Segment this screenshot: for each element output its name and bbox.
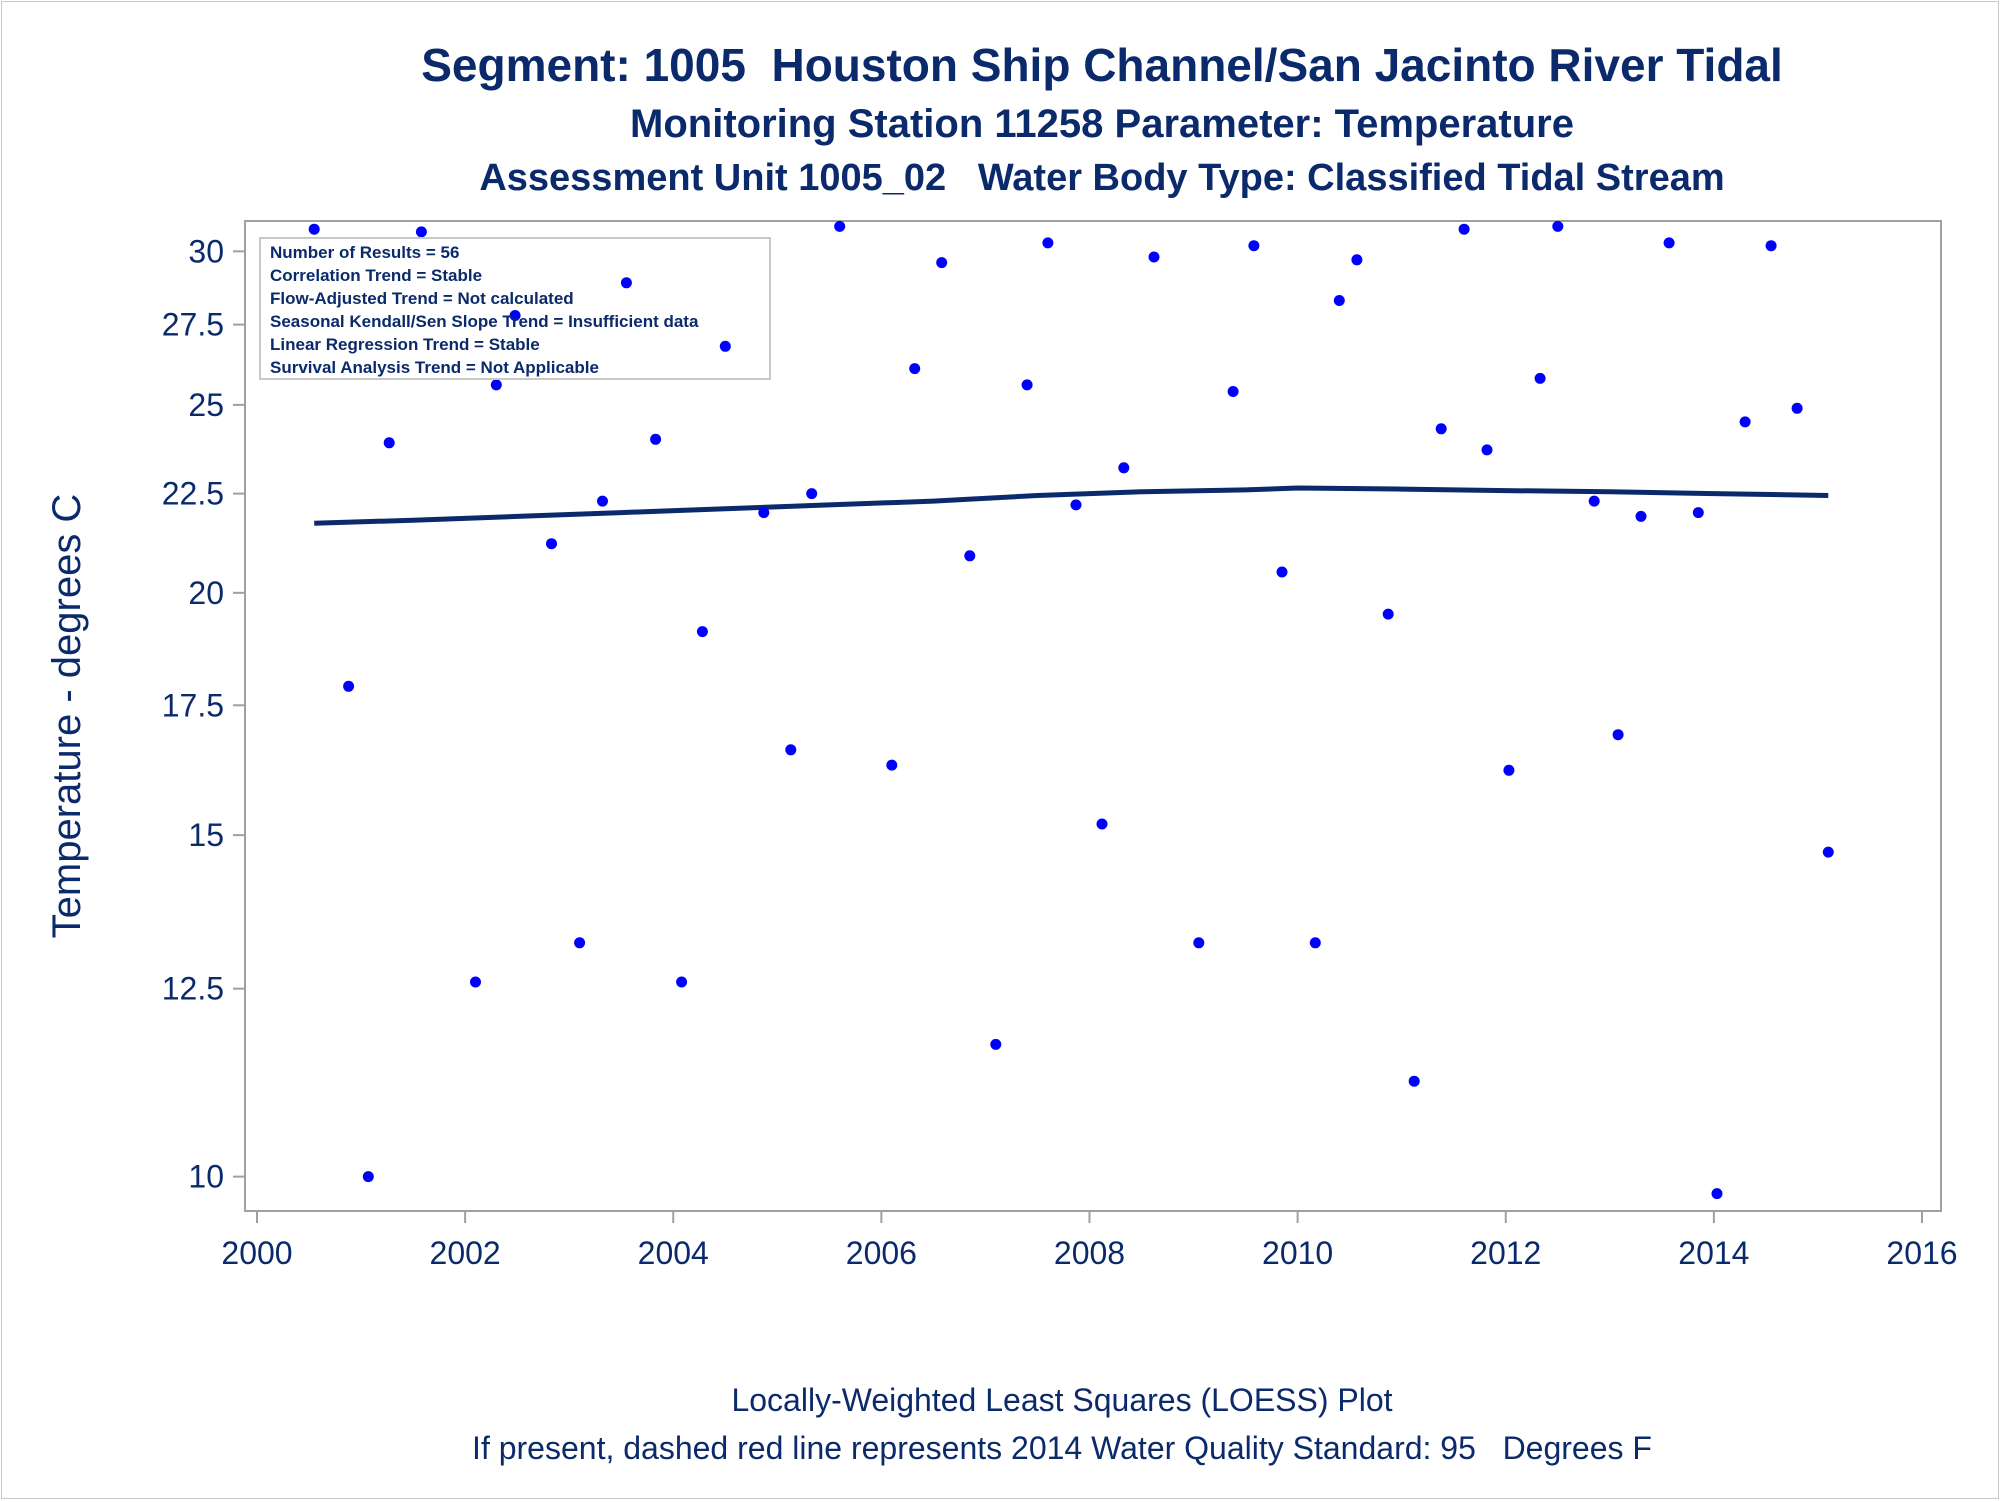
stats-line: Survival Analysis Trend = Not Applicable	[270, 358, 599, 377]
y-tick-label: 15	[188, 817, 224, 853]
stats-line: Correlation Trend = Stable	[270, 266, 482, 285]
data-point	[490, 379, 502, 391]
data-point	[343, 680, 355, 692]
data-point	[1408, 1075, 1420, 1087]
footnote-standard: If present, dashed red line represents 2…	[472, 1430, 1652, 1466]
data-point	[696, 626, 708, 638]
stats-line: Flow-Adjusted Trend = Not calculated	[270, 289, 574, 308]
data-point	[806, 488, 818, 500]
data-point	[1148, 251, 1160, 263]
data-point	[1765, 240, 1777, 252]
plot-area	[244, 220, 1942, 1212]
x-axis: 2000 2002 2004 2006 2008 2010 2012 2014 2016	[221, 1211, 1958, 1271]
y-axis-label: Temperature - degrees C	[45, 494, 89, 939]
data-point	[1333, 295, 1345, 306]
data-point	[1021, 379, 1033, 391]
data-point	[1791, 402, 1803, 414]
y-tick-label: 30	[188, 233, 224, 269]
stats-line: Number of Results = 56	[270, 243, 459, 262]
data-point	[509, 310, 521, 321]
y-tick-label: 12.5	[162, 971, 224, 1007]
data-point	[1552, 220, 1564, 232]
data-point	[1739, 416, 1751, 428]
data-point	[909, 363, 921, 375]
data-point	[1351, 254, 1363, 266]
loess-curve	[314, 485, 1829, 526]
data-point	[1663, 237, 1675, 249]
data-point	[1382, 608, 1394, 620]
data-point	[1822, 846, 1834, 858]
data-points	[308, 220, 1834, 1200]
x-tick-label: 2002	[430, 1235, 501, 1271]
data-point	[886, 759, 898, 771]
y-axis: 10 12.5 15 17.5 20 22.5 25 27.5 30	[162, 233, 245, 1195]
data-point	[758, 507, 770, 519]
data-point	[574, 937, 586, 949]
x-tick-label: 2012	[1470, 1235, 1541, 1271]
stats-line: Linear Regression Trend = Stable	[270, 335, 540, 354]
data-point	[990, 1038, 1002, 1050]
data-point	[1481, 444, 1493, 456]
data-point	[620, 277, 632, 289]
footnote-loess: Locally-Weighted Least Squares (LOESS) P…	[731, 1382, 1393, 1418]
data-point	[1070, 499, 1082, 511]
stats-line: Seasonal Kendall/Sen Slope Trend = Insuf…	[270, 312, 699, 331]
data-point	[1227, 386, 1239, 397]
data-point	[1458, 223, 1470, 235]
stats-box-border	[259, 237, 771, 380]
data-point	[719, 340, 731, 352]
data-point	[383, 437, 395, 449]
y-tick-label: 25	[188, 387, 224, 423]
data-point	[1042, 237, 1054, 249]
data-point	[1588, 495, 1600, 507]
data-point	[1612, 729, 1624, 741]
chart-subtitle: Monitoring Station 11258 Parameter: Temp…	[630, 102, 1574, 146]
x-tick-label: 2008	[1054, 1235, 1125, 1271]
data-point	[362, 1171, 374, 1183]
chart-subtitle-2: Assessment Unit 1005_02 Water Body Type:…	[479, 157, 1725, 199]
chart-title: Segment: 1005 Houston Ship Channel/San J…	[421, 39, 1783, 91]
x-tick-label: 2010	[1262, 1235, 1333, 1271]
x-tick-label: 2006	[846, 1235, 917, 1271]
data-point	[1534, 372, 1546, 384]
data-point	[597, 495, 608, 507]
data-point	[834, 220, 846, 232]
data-point	[676, 976, 688, 988]
y-tick-label: 22.5	[162, 476, 224, 512]
data-point	[1193, 937, 1205, 949]
y-tick-label: 10	[188, 1159, 224, 1195]
data-point	[546, 538, 557, 550]
data-point	[1435, 423, 1447, 435]
data-point	[1096, 818, 1108, 830]
data-point	[936, 257, 948, 269]
data-point	[1711, 1188, 1723, 1200]
stats-box: Number of Results = 56 Correlation Trend…	[259, 237, 771, 380]
data-point	[650, 433, 662, 445]
data-point	[1692, 507, 1704, 519]
y-tick-label: 27.5	[162, 307, 224, 343]
data-point	[470, 976, 481, 988]
y-tick-label: 17.5	[162, 687, 224, 723]
x-tick-label: 2000	[221, 1235, 292, 1271]
x-tick-label: 2016	[1886, 1235, 1957, 1271]
data-point	[1118, 462, 1130, 474]
data-point	[1276, 566, 1288, 578]
data-point	[1309, 937, 1321, 949]
data-point	[308, 223, 320, 235]
loess-line	[314, 485, 1829, 526]
data-point	[415, 226, 427, 238]
data-point	[1635, 510, 1647, 522]
data-point	[964, 550, 976, 562]
data-point	[1503, 764, 1515, 776]
x-tick-label: 2014	[1678, 1235, 1749, 1271]
data-point	[1248, 240, 1260, 252]
x-tick-label: 2004	[638, 1235, 709, 1271]
y-tick-label: 20	[188, 575, 224, 611]
data-point	[785, 744, 797, 756]
